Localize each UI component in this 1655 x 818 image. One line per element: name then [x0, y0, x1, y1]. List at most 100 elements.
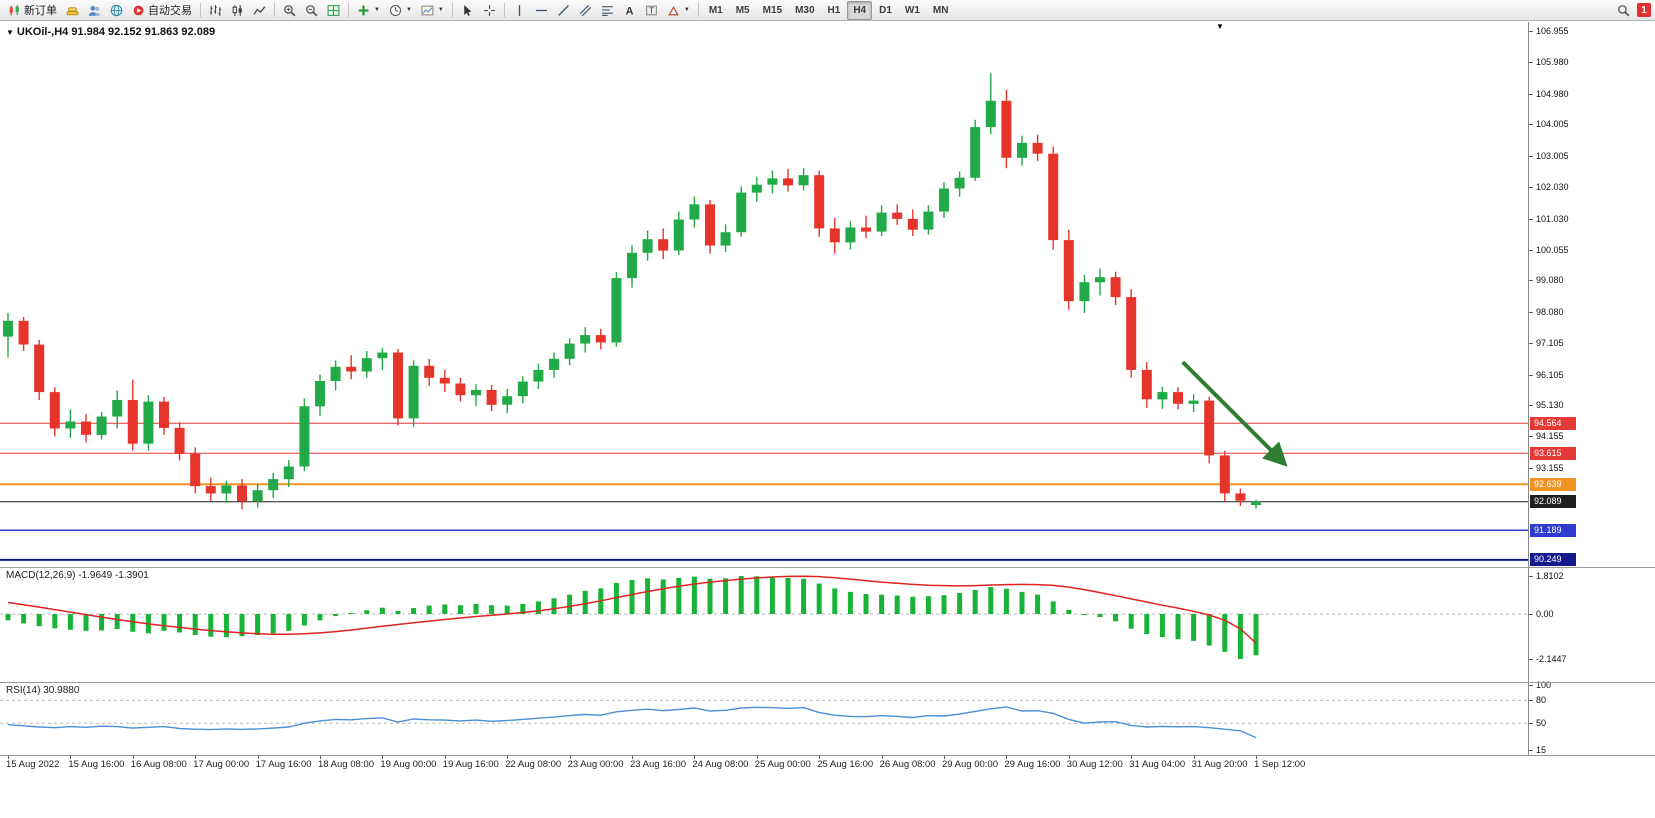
timeframe-M30-button[interactable]: M30 [795, 4, 815, 16]
toolbar-separator [200, 3, 201, 17]
accounts-button[interactable] [62, 1, 83, 20]
vertical-line-tool-button[interactable] [509, 1, 530, 20]
timeframe-D1-button[interactable]: D1 [879, 4, 892, 16]
timeframe-MN-button[interactable]: MN [932, 4, 949, 16]
price-axis-label: 96.105 [1536, 369, 1564, 380]
price-level-badge: 94.564 [1530, 416, 1576, 430]
text-tool-icon: A [625, 5, 633, 17]
crosshair-tool-button[interactable] [479, 1, 500, 20]
price-level-badge: 90.249 [1530, 553, 1576, 567]
chevron-down-icon[interactable]: ▼ [374, 7, 380, 13]
auto-trading-label: 自动交易 [148, 5, 192, 17]
price-tick [1529, 186, 1533, 188]
time-tick [569, 755, 571, 759]
bar-chart-mode-button[interactable] [205, 1, 226, 20]
svg-text:T: T [649, 5, 655, 15]
shapes-tool-icon [668, 5, 679, 15]
templates-button[interactable]: ▼ [417, 1, 448, 20]
chart-collapse-icon[interactable]: ▼ [6, 28, 14, 37]
timeframe-H1-button[interactable]: H1 [827, 4, 841, 16]
time-tick [507, 755, 509, 759]
profiles-button[interactable] [84, 1, 105, 20]
time-tick [1131, 755, 1133, 759]
price-tick [1529, 312, 1533, 313]
pane-separator[interactable] [0, 567, 1655, 568]
chart-end-marker-icon[interactable]: ▼ [1216, 22, 1224, 31]
time-tick [1068, 755, 1070, 759]
new-order-icon [9, 4, 19, 15]
candle-chart-mode-button[interactable] [227, 1, 248, 20]
horizontal-line-tool-button[interactable] [531, 1, 552, 20]
time-axis-label: 15 Aug 2022 [6, 759, 60, 770]
rsi-tick [1529, 685, 1533, 687]
periods-button[interactable]: ▼ [385, 1, 416, 20]
indicators-icon [358, 5, 369, 15]
macd-label: MACD(12,26,9) -1.9649 -1.3901 [6, 570, 149, 581]
timeframe-M15-button[interactable]: M15 [762, 4, 783, 16]
time-axis[interactable]: 15 Aug 2022 15 Aug 16:00 16 Aug 08:00 17 Au… [0, 755, 1528, 773]
time-axis-label: 17 Aug 16:00 [255, 759, 312, 770]
fibonacci-tool-icon [601, 5, 613, 16]
macd-axis-label: -2.1447 [1536, 654, 1567, 664]
templates-icon [421, 5, 434, 15]
rsi-tick [1529, 700, 1533, 702]
price-tick [1529, 61, 1533, 63]
time-tick [881, 755, 883, 759]
search-icon [1618, 4, 1630, 17]
zoom-in-button[interactable] [279, 1, 300, 20]
price-tick [1529, 436, 1533, 438]
time-axis-label: 26 Aug 08:00 [879, 759, 936, 770]
trendline-tool-button[interactable] [553, 1, 574, 20]
timeframe-W1-button[interactable]: W1 [904, 4, 920, 16]
rsi-axis-label: 100 [1536, 680, 1552, 691]
trend-arrow-annotation[interactable] [1181, 360, 1288, 467]
toolbar-separator [451, 3, 453, 17]
zoom-out-button[interactable] [301, 1, 322, 20]
price-axis-label: 100.055 [1536, 244, 1569, 255]
fibonacci-tool-button[interactable] [597, 1, 618, 20]
time-axis-label: 17 Aug 00:00 [193, 759, 250, 770]
price-tick [1529, 280, 1533, 282]
notification-badge[interactable]: 1 [1637, 3, 1651, 17]
search-button[interactable] [1613, 1, 1634, 20]
channel-tool-button[interactable] [575, 1, 596, 20]
new-order-button[interactable]: 新订单 [4, 1, 61, 20]
macd-pane[interactable] [0, 568, 1528, 682]
time-axis-label: 18 Aug 08:00 [318, 759, 374, 770]
rsi-axis-label: 15 [1536, 744, 1547, 755]
new-order-label: 新订单 [24, 5, 57, 17]
price-tick [1529, 156, 1533, 158]
price-axis[interactable]: 106.955 105.980 104.980 104.005 103.005 102.0… [1528, 22, 1655, 756]
price-axis-label: 97.105 [1536, 337, 1564, 348]
timeframe-M1-button[interactable]: M1 [708, 4, 723, 16]
time-axis-label: 29 Aug 16:00 [1004, 759, 1061, 770]
price-tick [1529, 405, 1533, 407]
time-axis-label: 30 Aug 12:00 [1066, 759, 1123, 770]
text-tool-button[interactable]: A [619, 1, 640, 20]
zoom-out-icon [306, 4, 318, 17]
indicators-button[interactable]: ▼ [353, 1, 384, 20]
chevron-down-icon[interactable]: ▼ [683, 7, 690, 13]
timeframe-H4-button[interactable]: H4 [847, 0, 873, 20]
trendline-tool-icon [558, 4, 569, 16]
macd-axis-label: 0.00 [1536, 609, 1554, 619]
textbox-tool-button[interactable]: T [641, 1, 662, 20]
auto-trading-icon [133, 5, 144, 15]
shapes-tool-button[interactable]: ▼ [663, 1, 694, 20]
time-axis-label: 1 Sep 12:00 [1254, 759, 1306, 770]
auto-trading-button[interactable]: 自动交易 [128, 1, 196, 20]
chevron-down-icon[interactable]: ▼ [405, 7, 412, 13]
cursor-tool-button[interactable] [457, 1, 478, 20]
timeframe-M5-button[interactable]: M5 [735, 4, 750, 16]
main-price-pane[interactable] [0, 28, 1528, 567]
line-chart-mode-button[interactable] [249, 1, 270, 20]
market-watch-button[interactable] [106, 1, 127, 20]
toolbar: 新订单 自动交易 ▼ ▼ ▼ A T ▼ M1 M5 M15 M30 H1 H4 D1 W1 MN 1 [0, 0, 1655, 21]
rsi-pane[interactable] [0, 683, 1528, 755]
price-axis-label: 95.130 [1536, 400, 1564, 411]
time-tick [632, 755, 633, 759]
tile-windows-button[interactable] [323, 1, 344, 20]
chevron-down-icon[interactable]: ▼ [437, 7, 444, 13]
pane-separator[interactable] [0, 682, 1655, 683]
time-axis-separator [0, 755, 1655, 756]
